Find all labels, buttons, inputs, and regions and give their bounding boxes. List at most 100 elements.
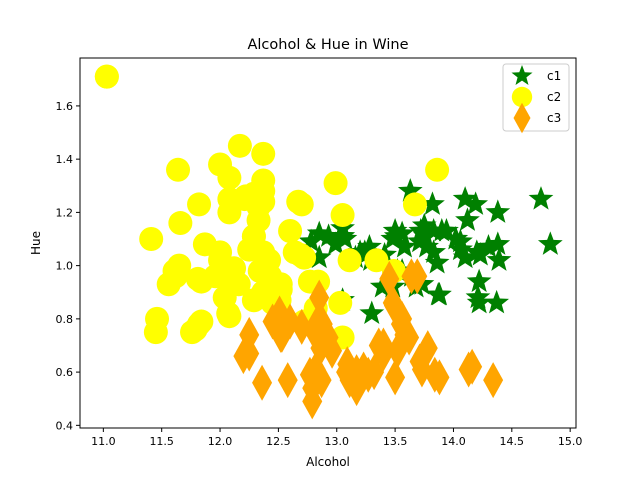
point-c2-57 (94, 64, 119, 89)
point-c2-66 (192, 232, 217, 257)
point-c3-24 (277, 362, 298, 399)
point-c2-45 (187, 192, 212, 217)
legend: c1 c2 c3 (502, 63, 570, 134)
chart-title: Alcohol & Hue in Wine (247, 37, 408, 53)
point-c2-30 (166, 157, 191, 182)
point-c1-5 (464, 239, 490, 263)
point-c3-44 (373, 327, 394, 364)
legend-marker-c1 (511, 64, 533, 85)
point-c2-79 (217, 304, 242, 329)
y-tick-label: 1.4 (56, 153, 74, 166)
y-tick-label: 0.4 (56, 419, 74, 432)
point-c1-42 (427, 281, 452, 306)
point-c1-59 (306, 244, 332, 269)
point-c2-25 (330, 203, 355, 228)
point-c1-62 (298, 228, 324, 253)
point-c3-48 (302, 383, 323, 420)
point-c2-56 (217, 187, 242, 212)
point-c1-6 (486, 247, 512, 271)
point-c1-58 (408, 218, 434, 242)
point-c3-33 (322, 332, 343, 369)
point-c1-36 (357, 233, 382, 258)
point-c1-16 (476, 233, 501, 258)
point-c1-3 (484, 289, 509, 314)
point-c2-27 (286, 189, 311, 214)
y-tick-label: 1.2 (56, 206, 74, 219)
point-c1-49 (434, 218, 459, 242)
plot-frame (79, 57, 577, 429)
point-c3-49 (401, 258, 422, 295)
point-c1-18 (463, 191, 488, 215)
legend-marker-c3 (513, 102, 531, 134)
point-c1-46 (485, 231, 511, 255)
legend-label-c1: c1 (547, 69, 561, 83)
point-c1-10 (452, 186, 478, 210)
point-c3-36 (379, 260, 400, 297)
point-c2-63 (156, 272, 181, 297)
point-c1-56 (466, 268, 492, 293)
point-c1-7 (448, 236, 473, 261)
point-c3-47 (458, 351, 479, 388)
point-c2-1 (251, 141, 276, 166)
point-c1-45 (465, 284, 491, 309)
point-c2-62 (143, 320, 168, 345)
y-tick-label: 0.6 (56, 366, 74, 379)
legend-marker-c2 (511, 86, 533, 108)
point-c1-53 (414, 233, 439, 258)
point-c1-8 (537, 231, 563, 255)
point-c1-52 (420, 191, 445, 215)
x-tick-label: 14.5 (500, 435, 525, 448)
point-c1-29 (443, 226, 469, 250)
y-axis: 0.4 0.6 0.8 1.0 1.2 1.4 1.6 (56, 100, 80, 432)
point-c2-6 (227, 133, 252, 158)
point-c1-51 (421, 239, 446, 263)
y-tick-label: 1.6 (56, 100, 74, 113)
point-c3-32 (309, 279, 330, 316)
point-c1-61 (323, 231, 348, 255)
point-c2-42 (217, 165, 242, 190)
point-c2-69 (183, 317, 208, 342)
point-c1-60 (380, 226, 406, 250)
x-tick-label: 13.0 (325, 435, 350, 448)
point-c1-31 (392, 233, 417, 258)
point-c2-17 (168, 211, 193, 236)
point-c1-27 (359, 300, 385, 325)
point-c3-30 (252, 364, 273, 401)
y-axis-label: Hue (29, 231, 43, 255)
points-layer (94, 64, 563, 420)
point-c2-34 (288, 242, 313, 267)
point-c1-15 (397, 178, 423, 202)
point-c2-55 (139, 227, 164, 252)
point-c1-26 (369, 273, 395, 298)
x-tick-label: 15.0 (558, 435, 583, 448)
point-c1-9 (424, 249, 450, 274)
point-c2-71 (212, 285, 237, 310)
x-tick-label: 13.5 (383, 435, 408, 448)
point-c2-75 (306, 269, 331, 294)
point-c3-40 (233, 338, 254, 375)
point-c1-13 (528, 186, 554, 210)
legend-label-c2: c2 (547, 90, 561, 104)
x-tick-label: 11.0 (91, 435, 116, 448)
point-c2-72 (246, 195, 271, 220)
point-c3-43 (409, 343, 430, 380)
point-c2-18 (328, 290, 353, 315)
point-c1-48 (452, 244, 478, 269)
x-tick-label: 14.0 (441, 435, 466, 448)
point-c1-23 (306, 220, 332, 245)
point-c1-40 (389, 220, 415, 245)
point-c3-45 (358, 356, 379, 393)
point-c1-21 (316, 223, 341, 247)
point-c3-28 (483, 362, 504, 399)
point-c3-51 (270, 316, 291, 353)
point-c2-38 (185, 266, 210, 291)
x-axis-label: Alcohol (306, 455, 350, 469)
point-c2-8 (337, 248, 362, 273)
legend-label-c3: c3 (547, 111, 561, 125)
point-c1-11 (455, 207, 480, 231)
point-c2-13 (425, 157, 450, 182)
point-c3-20 (385, 359, 406, 396)
point-c3-53 (392, 300, 413, 337)
point-c2-15 (323, 171, 348, 196)
